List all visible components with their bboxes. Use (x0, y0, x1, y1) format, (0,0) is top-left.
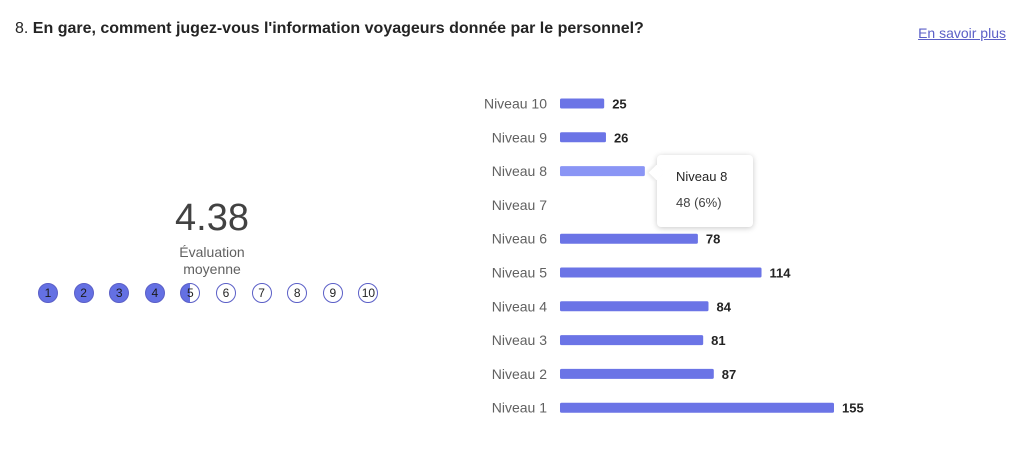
tooltip-title: Niveau 8 (676, 169, 728, 184)
category-label: Niveau 5 (492, 265, 547, 281)
bar[interactable] (560, 301, 709, 312)
learn-more-link[interactable]: En savoir plus (918, 25, 1006, 41)
rating-circle-3: 3 (109, 283, 130, 303)
rating-circle-5: 5 (180, 283, 201, 303)
bar[interactable] (560, 233, 698, 244)
rating-circle-6: 6 (216, 283, 236, 303)
value-label: 114 (770, 266, 792, 281)
tooltip-value: 48 (6%) (676, 195, 722, 210)
category-label: Niveau 10 (484, 96, 547, 112)
category-label: Niveau 3 (492, 332, 547, 348)
bar[interactable] (560, 98, 605, 109)
bar[interactable] (560, 368, 714, 379)
category-label: Niveau 9 (492, 129, 547, 145)
question-header: 8. En gare, comment jugez-vous l'informa… (15, 20, 644, 38)
question-title: En gare, comment jugez-vous l'informatio… (32, 20, 644, 37)
value-label: 84 (716, 299, 731, 314)
value-label: 26 (614, 130, 628, 145)
category-label: Niveau 7 (492, 197, 547, 213)
value-label: 78 (706, 232, 720, 247)
bar[interactable] (560, 335, 704, 346)
category-label: Niveau 2 (492, 366, 547, 382)
category-label: Niveau 4 (492, 298, 547, 314)
rating-circle-7: 7 (251, 283, 272, 303)
value-label: 155 (842, 401, 864, 416)
rating-circle-4: 4 (144, 283, 165, 303)
rating-circle-10: 10 (358, 283, 379, 303)
category-label: Niveau 1 (492, 400, 547, 416)
chart-tooltip: Niveau 8 48 (6%) (657, 155, 753, 227)
bar[interactable] (560, 132, 606, 143)
rating-circle-8: 8 (287, 283, 308, 303)
category-label: Niveau 8 (492, 163, 547, 179)
average-value: 4.38 (175, 197, 249, 239)
value-label: 81 (711, 333, 725, 348)
rating-circle-2: 2 (73, 283, 94, 303)
category-label: Niveau 6 (492, 231, 547, 247)
bar[interactable] (560, 402, 834, 413)
bar[interactable] (560, 267, 762, 278)
bar[interactable] (560, 166, 645, 177)
value-label: 87 (722, 367, 736, 382)
rating-scale: 1 2 3 4 5 6 7 8 9 10 (38, 283, 398, 305)
value-label: 25 (612, 97, 626, 112)
rating-circle-9: 9 (322, 283, 343, 303)
rating-circle-1: 1 (38, 283, 58, 303)
question-number: 8. (15, 20, 29, 37)
average-label: Évaluation moyenne (179, 244, 245, 277)
